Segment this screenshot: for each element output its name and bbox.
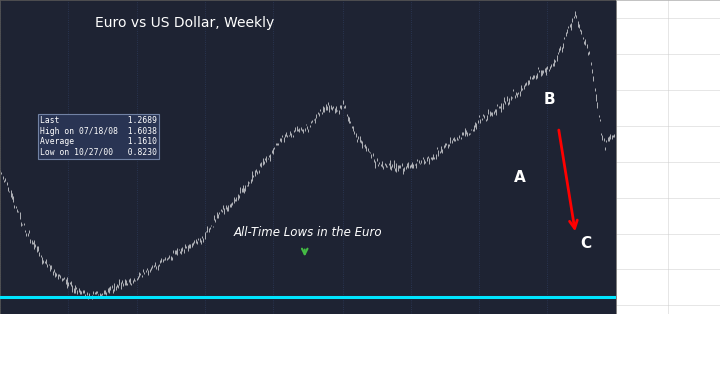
Text: All-Time Lows in the Euro: All-Time Lows in the Euro <box>233 226 382 239</box>
Text: C: C <box>580 236 592 251</box>
Text: Last              1.2689
High on 07/18/08  1.6038
Average           1.1610
Low o: Last 1.2689 High on 07/18/08 1.6038 Aver… <box>40 116 157 157</box>
Text: Euro vs US Dollar, Weekly: Euro vs US Dollar, Weekly <box>95 16 274 30</box>
Text: A: A <box>514 170 526 185</box>
Text: B: B <box>544 92 555 106</box>
